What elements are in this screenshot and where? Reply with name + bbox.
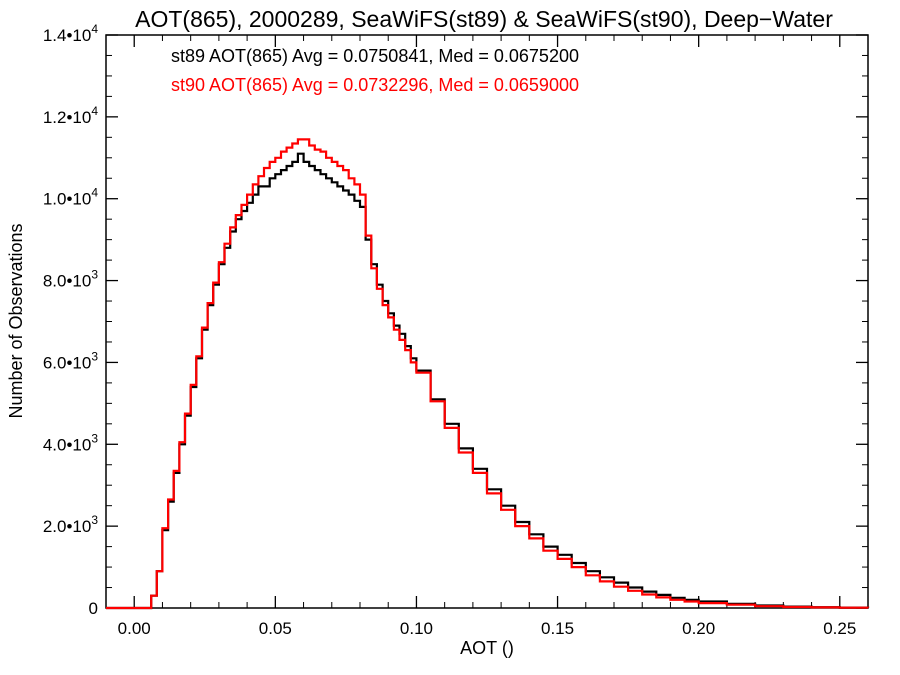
x-tick-label: 0.25 xyxy=(823,619,856,638)
series-st89-line xyxy=(106,152,870,610)
y-tick-label: 8.0•103 xyxy=(43,268,99,291)
y-tick-label: 1.0•104 xyxy=(43,186,99,209)
x-tick-label: 0.20 xyxy=(682,619,715,638)
chart-title: AOT(865), 2000289, SeaWiFS(st89) & SeaWi… xyxy=(135,6,833,32)
y-axis-label: Number of Observations xyxy=(6,223,26,418)
x-axis: 0.00 0.05 0.10 0.15 0.20 0.25 xyxy=(118,35,856,638)
x-tick-label: 0.15 xyxy=(541,619,574,638)
plot-frame xyxy=(105,34,869,609)
annotation-st89: st89 AOT(865) Avg = 0.0750841, Med = 0.0… xyxy=(171,46,579,66)
y-tick-label: 4.0•103 xyxy=(43,431,99,454)
series-layer xyxy=(106,138,870,610)
x-axis-label: AOT () xyxy=(460,638,514,658)
y-axis: 0 2.0•103 4.0•103 6.0•103 8.0•103 1.0•104 1.2•… xyxy=(43,22,868,618)
x-tick-label: 0.00 xyxy=(118,619,151,638)
series-st90-line xyxy=(106,138,870,610)
y-tick-label: 1.4•104 xyxy=(43,22,99,45)
y-tick-label: 0 xyxy=(89,599,98,618)
annotation-st90: st90 AOT(865) Avg = 0.0732296, Med = 0.0… xyxy=(171,75,579,95)
y-tick-label: 2.0•103 xyxy=(43,513,99,536)
x-tick-label: 0.10 xyxy=(400,619,433,638)
y-tick-label: 1.2•104 xyxy=(43,104,99,127)
y-tick-label: 6.0•103 xyxy=(43,349,99,372)
x-tick-label: 0.05 xyxy=(259,619,292,638)
